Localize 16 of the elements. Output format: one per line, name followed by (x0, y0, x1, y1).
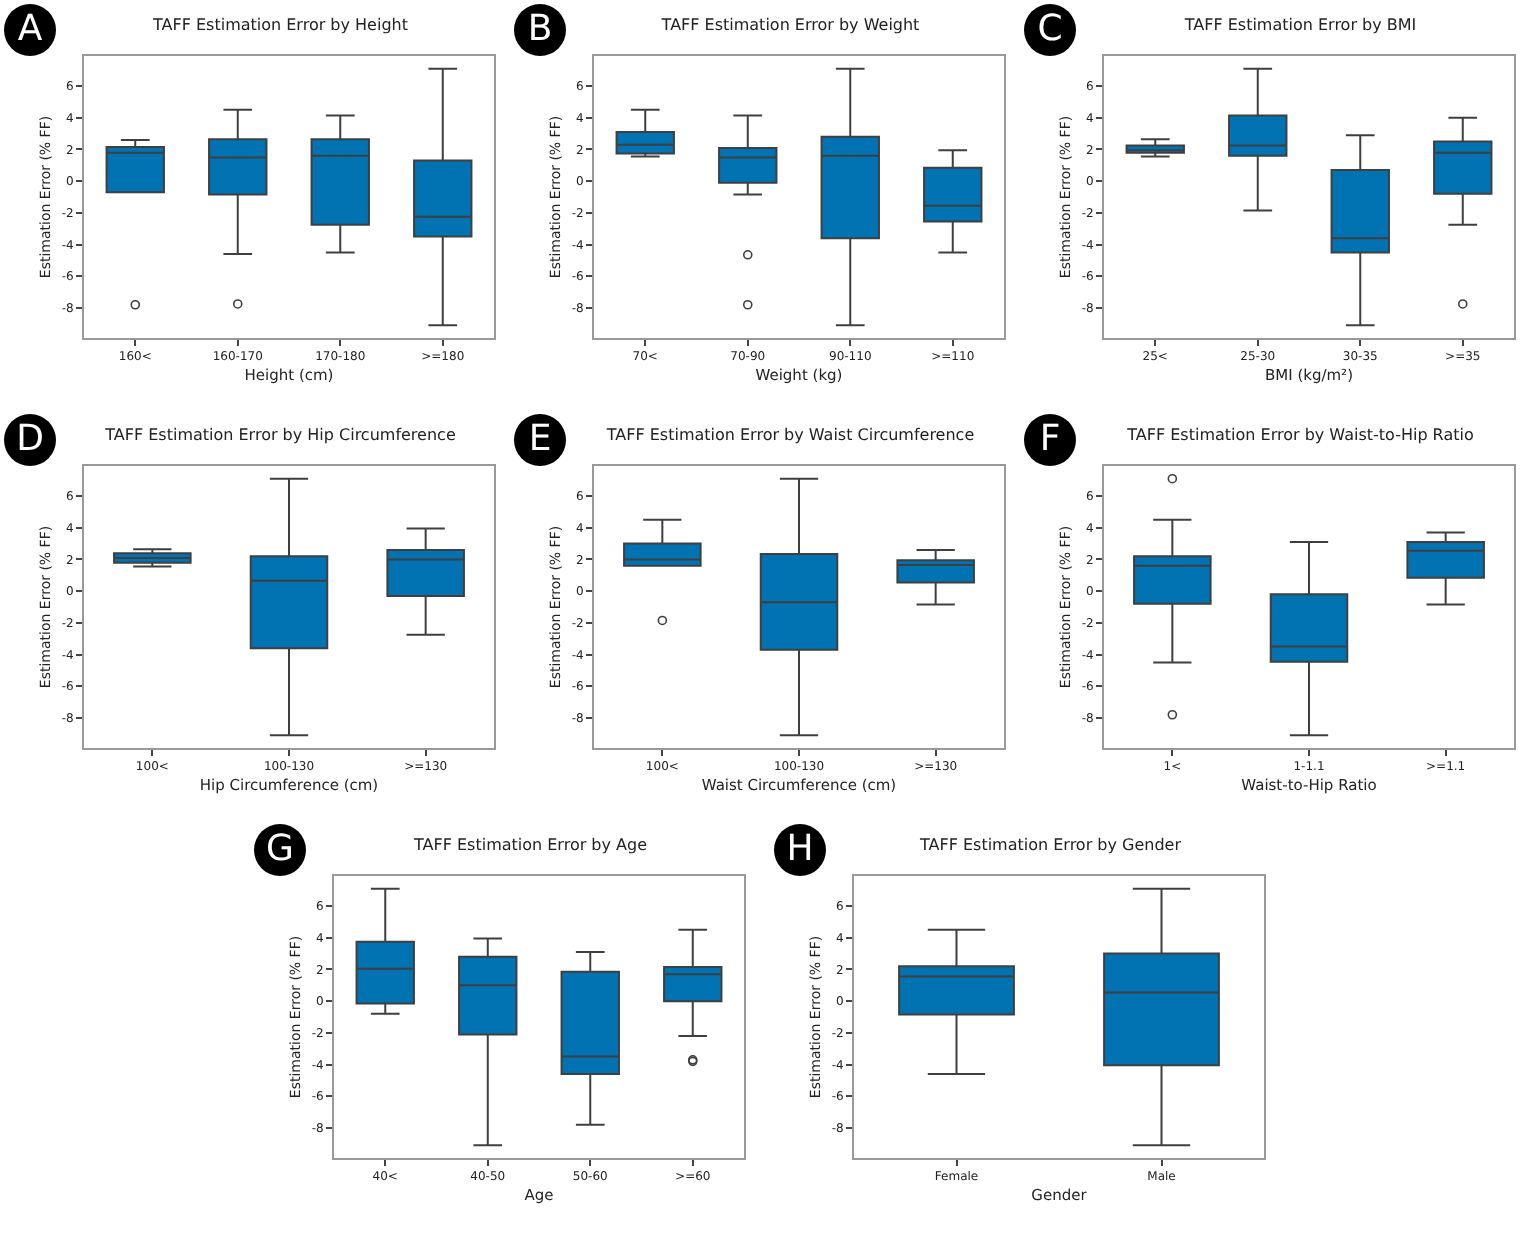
chart-title: TAFF Estimation Error by BMI (1182, 15, 1417, 34)
text: A (4, 4, 56, 56)
chart-title: TAFF Estimation Error by Age (412, 835, 648, 854)
chart-title: TAFF Estimation Error by Waist Circumference (604, 425, 975, 444)
text: C (1024, 4, 1076, 56)
chart-title: TAFF Estimation Error by Height (151, 15, 408, 34)
text: B (514, 4, 566, 56)
chart-title: TAFF Estimation Error by Hip Circumference (103, 425, 456, 444)
text: H (774, 824, 826, 876)
text: F (1024, 414, 1076, 466)
chart-title: TAFF Estimation Error by Gender (917, 835, 1183, 854)
text: D (4, 414, 56, 466)
text: G (254, 824, 306, 876)
chart-title: TAFF Estimation Error by Weight (659, 15, 920, 34)
text: E (514, 414, 566, 466)
chart-title: TAFF Estimation Error by Waist-to-Hip Ratio (1125, 425, 1474, 444)
